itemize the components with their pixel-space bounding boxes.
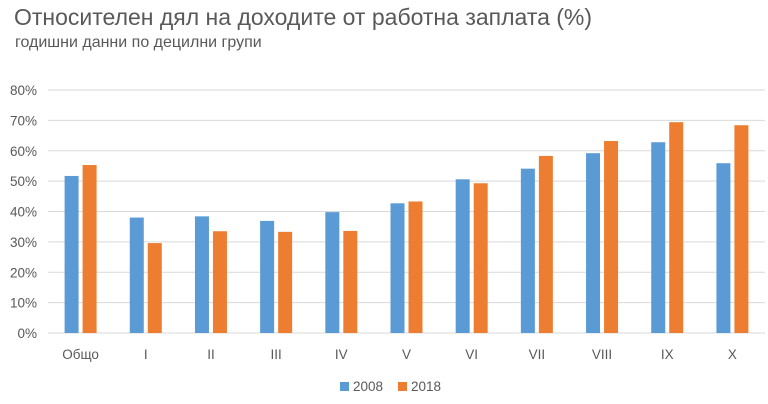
y-tick-label: 10% xyxy=(10,296,37,311)
bar-2008-6 xyxy=(455,179,470,333)
y-tick-label: 80% xyxy=(10,83,37,98)
y-tick-label: 60% xyxy=(10,144,37,159)
x-tick-label: VII xyxy=(529,347,546,362)
bar-2018-3 xyxy=(278,231,293,333)
legend-swatch-2008 xyxy=(340,382,349,391)
bar-2018-9 xyxy=(669,122,684,333)
x-tick-label: IX xyxy=(661,347,674,362)
x-tick-label: VIII xyxy=(592,347,612,362)
legend-swatch-2018 xyxy=(398,382,407,391)
x-tick-label: I xyxy=(144,347,148,362)
bar-2008-2 xyxy=(194,216,209,333)
y-tick-label: 70% xyxy=(10,113,37,128)
bar-2018-10 xyxy=(734,125,749,333)
legend-label: 2008 xyxy=(353,379,383,394)
bar-2008-4 xyxy=(325,212,340,333)
legend-label: 2018 xyxy=(411,379,441,394)
y-tick-label: 40% xyxy=(10,205,37,220)
x-tick-label: II xyxy=(207,347,215,362)
y-tick-label: 20% xyxy=(10,265,37,280)
bar-2018-7 xyxy=(538,155,553,333)
bar-2008-8 xyxy=(586,153,601,333)
bar-2008-10 xyxy=(716,163,731,333)
bar-2018-0 xyxy=(82,165,97,333)
bar-2018-1 xyxy=(147,243,162,333)
bar-2008-9 xyxy=(651,142,666,333)
x-tick-label: IV xyxy=(335,347,348,362)
bar-2008-0 xyxy=(64,175,79,333)
x-tick-label: VI xyxy=(465,347,478,362)
x-tick-label: Общо xyxy=(62,347,99,362)
chart-subtitle: годишни данни по децилни групи xyxy=(15,34,262,51)
bar-2018-2 xyxy=(212,231,227,333)
bar-2008-5 xyxy=(390,203,405,333)
bar-2018-5 xyxy=(408,201,423,333)
bar-2008-3 xyxy=(260,220,275,333)
x-tick-label: V xyxy=(402,347,411,362)
bar-2018-4 xyxy=(343,230,358,333)
y-tick-label: 50% xyxy=(10,174,37,189)
bar-2018-8 xyxy=(604,141,619,333)
y-tick-label: 0% xyxy=(17,326,37,341)
bar-2008-7 xyxy=(520,168,535,333)
bar-2008-1 xyxy=(129,217,144,333)
x-tick-label: III xyxy=(271,347,282,362)
bar-2018-6 xyxy=(473,183,488,333)
chart-title: Относителен дял на доходите от работна з… xyxy=(14,4,593,30)
y-tick-label: 30% xyxy=(10,235,37,250)
x-tick-label: X xyxy=(728,347,737,362)
